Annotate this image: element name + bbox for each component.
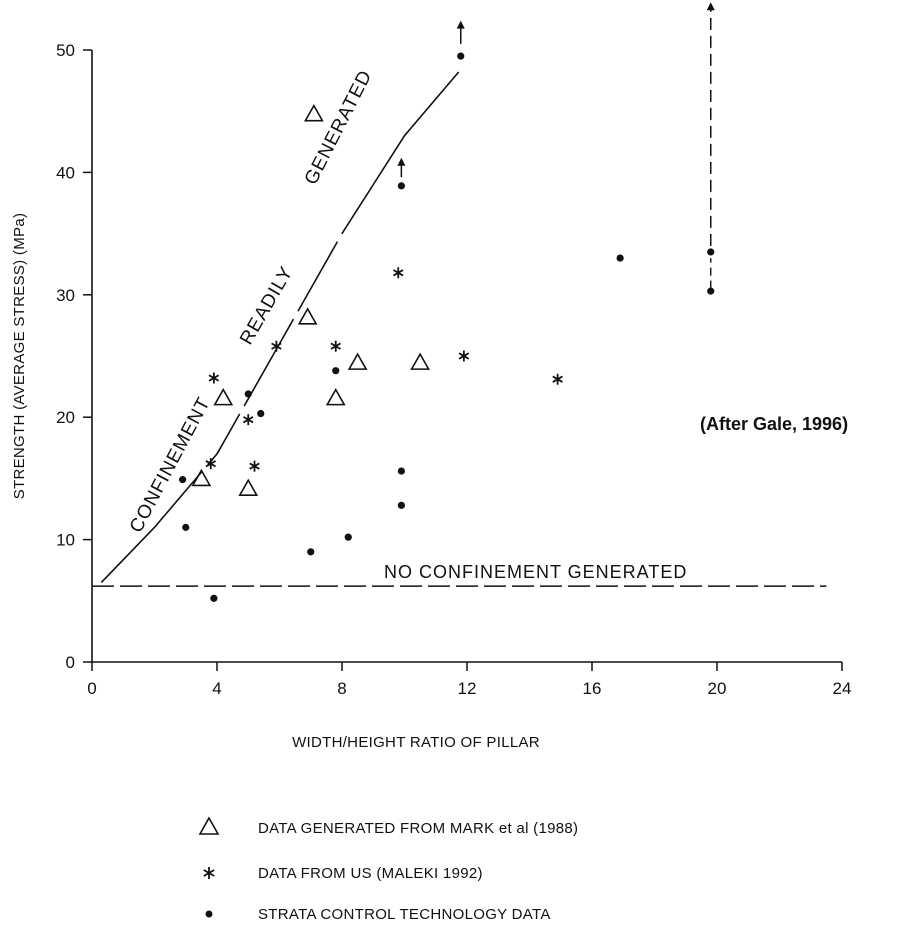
legend-item-maleki: DATA FROM US (MALEKI 1992) <box>203 865 483 882</box>
legend-dot-marker <box>205 910 213 918</box>
region-label-generated: GENERATED <box>301 67 377 189</box>
y-tick-label: 40 <box>56 163 75 182</box>
dot-point <box>307 548 315 556</box>
asterisk-point <box>392 267 404 279</box>
dot-point <box>332 367 340 375</box>
dot-point <box>397 501 405 509</box>
legend-label-sct: STRATA CONTROL TECHNOLOGY DATA <box>258 906 551 923</box>
legend-label-maleki: DATA FROM US (MALEKI 1992) <box>258 865 483 882</box>
dot-point <box>457 52 465 60</box>
legend-item-sct: STRATA CONTROL TECHNOLOGY DATA <box>205 906 551 923</box>
dot-point <box>179 476 187 484</box>
x-tick-label: 20 <box>708 679 727 698</box>
asterisk-point <box>330 340 342 352</box>
region-label-no-confinement: NO CONFINEMENT GENERATED <box>384 562 687 582</box>
x-tick-label: 4 <box>212 679 221 698</box>
dot-point <box>210 594 218 602</box>
dot-point <box>397 467 405 475</box>
y-axis-title: STRENGTH (AVERAGE STRESS) (MPa) <box>11 213 28 500</box>
legend-asterisk-marker <box>203 867 215 879</box>
triangle-point <box>191 468 212 487</box>
axes: 0 4 8 12 16 20 24 0 10 20 30 40 50 <box>56 41 851 698</box>
y-tick-label: 20 <box>56 408 75 427</box>
x-tick-label: 12 <box>458 679 477 698</box>
triangle-point <box>304 104 324 122</box>
arrow-head <box>456 20 465 29</box>
arrow-head <box>706 2 715 11</box>
x-axis-title: WIDTH/HEIGHT RATIO OF PILLAR <box>292 734 540 751</box>
asterisk-point <box>208 372 220 384</box>
asterisk-point <box>249 460 260 472</box>
legend-item-mark: DATA GENERATED FROM MARK et al (1988) <box>198 816 578 837</box>
triangle-point <box>410 352 430 370</box>
dot-point <box>707 287 715 295</box>
x-tick-label: 8 <box>337 679 346 698</box>
triangle-point <box>213 387 234 406</box>
dot-point <box>707 248 715 256</box>
triangle-point <box>325 387 346 406</box>
y-tick-label: 0 <box>66 653 75 672</box>
dot-point <box>397 182 405 190</box>
legend-label-mark: DATA GENERATED FROM MARK et al (1988) <box>258 820 578 837</box>
y-tick-label: 50 <box>56 41 75 60</box>
dot-point <box>244 390 252 398</box>
x-tick-label: 16 <box>583 679 602 698</box>
triangle-point <box>347 352 368 370</box>
dot-point <box>616 254 624 262</box>
dot-point <box>182 523 190 531</box>
arrow-head <box>397 157 406 166</box>
triangle-point <box>238 478 259 496</box>
legend-triangle-marker <box>198 816 220 835</box>
x-tick-label: 24 <box>833 679 852 698</box>
region-label-confinement: CONFINEMENT <box>126 394 215 537</box>
annotation-source: (After Gale, 1996) <box>700 414 848 434</box>
legend: DATA GENERATED FROM MARK et al (1988) DA… <box>198 816 578 923</box>
triangle-point <box>297 307 318 325</box>
confinement-boundary-curve <box>100 0 515 583</box>
asterisk-point <box>552 373 563 385</box>
asterisk-point <box>271 340 282 352</box>
region-label-readily: READILY <box>236 263 298 349</box>
y-tick-label: 30 <box>56 286 75 305</box>
boundary-lines <box>92 0 827 587</box>
asterisk-point <box>458 350 470 362</box>
y-tick-label: 10 <box>56 531 75 550</box>
data-points <box>179 52 715 602</box>
dot-point <box>344 533 352 541</box>
asterisk-point <box>242 414 254 426</box>
x-tick-label: 0 <box>87 679 96 698</box>
asterisk-point <box>205 458 217 470</box>
dot-point <box>257 409 265 418</box>
